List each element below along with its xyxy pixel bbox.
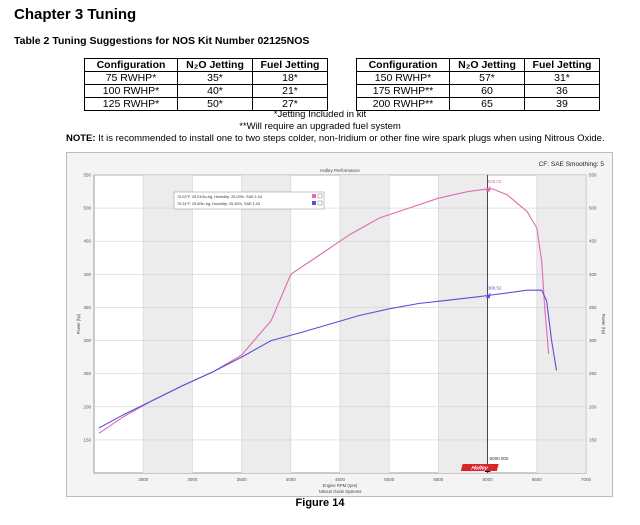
y-tick-label-right: 300: [589, 338, 597, 343]
cell-fuel-jetting: 21*: [252, 84, 328, 98]
cell-n2o-jetting: 40*: [177, 84, 253, 98]
y-tick-label-left: 250: [83, 371, 91, 376]
x-tick-label: 4000: [286, 477, 297, 482]
note-label: NOTE:: [66, 133, 96, 144]
chart-title: Holley Performance: [320, 168, 360, 173]
chapter-title: Chapter 3 Tuning: [14, 6, 137, 23]
header-configuration: Configuration: [356, 58, 450, 72]
y-tick-label-left: 350: [83, 305, 91, 310]
x-tick-label: 5000: [384, 477, 395, 482]
cf-smoothing-label: CF: SAE Smoothing: 5: [539, 161, 605, 168]
y-tick-label-right: 400: [589, 272, 597, 277]
cell-configuration: 125 RWHP*: [84, 97, 178, 111]
x-tick-label: 3000: [187, 477, 198, 482]
y-tick-label-right: 550: [589, 173, 597, 178]
cell-configuration: 75 RWHP*: [84, 71, 178, 85]
dyno-chart-panel: 2500 3000 3500 4000 4500 5000 5500 6000 6500 7000…: [66, 152, 613, 497]
x-tick-label: 3500: [237, 477, 248, 482]
legend-swatch: [312, 194, 316, 198]
table-row: 200 RWHP** 65 39: [356, 97, 600, 111]
y-tick-label-left: 450: [83, 239, 91, 244]
cell-fuel-jetting: 39: [524, 97, 600, 111]
header-n2o-jetting: N₂O Jetting: [449, 58, 525, 72]
x-tick-label: 7000: [581, 477, 592, 482]
series-peak-marker: [485, 185, 491, 192]
y-tick-label-left: 300: [83, 338, 91, 343]
header-n2o-jetting: N₂O Jetting: [177, 58, 253, 72]
legend-swatch: [312, 201, 316, 205]
cell-n2o-jetting: 57*: [449, 71, 525, 85]
y-tick-label-left: 150: [83, 437, 91, 442]
grid-band: [536, 175, 586, 473]
grid-band: [241, 175, 291, 473]
series-peak-label: 529.02: [488, 179, 502, 184]
note-text: It is recommended to install one to two …: [98, 133, 605, 144]
x-tick-label: 2500: [138, 477, 149, 482]
y-axis-label-left: Power (hp): [76, 313, 81, 334]
rpm-cursor-label: 6000.000: [490, 456, 509, 461]
table-row: 150 RWHP* 57* 31*: [356, 71, 600, 85]
y-tick-label-right: 450: [589, 239, 597, 244]
header-fuel-jetting: Fuel Jetting: [252, 58, 328, 72]
cell-n2o-jetting: 35*: [177, 71, 253, 85]
cell-fuel-jetting: 27*: [252, 97, 328, 111]
dyno-chart: 2500 3000 3500 4000 4500 5000 5500 6000 6500 7000…: [76, 161, 606, 494]
header-fuel-jetting: Fuel Jetting: [524, 58, 600, 72]
footnote-jetting-included: *Jetting Included in kit: [273, 109, 367, 120]
x-tick-label: 5500: [433, 477, 444, 482]
legend-entry-text: 75.03°F, 29.010in-hg, Humidity: 25.03%, …: [177, 195, 262, 199]
y-tick-label-right: 150: [589, 437, 597, 442]
table-row: 75 RWHP* 35* 18*: [84, 71, 328, 85]
cell-n2o-jetting: 60: [449, 84, 525, 98]
table-title: Table 2 Tuning Suggestions for NOS Kit N…: [14, 35, 310, 47]
y-axis-label-right: Power (hp): [601, 314, 606, 335]
grid-band: [438, 175, 488, 473]
legend-checkbox: [317, 193, 323, 199]
y-tick-label-right: 250: [589, 371, 597, 376]
y-tick-label-left: 400: [83, 272, 91, 277]
x-tick-label: 6500: [532, 477, 543, 482]
holley-logo: [460, 464, 499, 471]
y-tick-label-right: 200: [589, 404, 597, 409]
header-configuration: Configuration: [84, 58, 178, 72]
cell-fuel-jetting: 31*: [524, 71, 600, 85]
series-peak-marker: [485, 292, 491, 299]
cell-configuration: 150 RWHP*: [356, 71, 450, 85]
table-row: 100 RWHP* 40* 21*: [84, 84, 328, 98]
series-line-2: [98, 289, 558, 429]
grid-band: [340, 175, 390, 473]
cell-configuration: 100 RWHP*: [84, 84, 178, 98]
table-row: 175 RWHP** 60 36: [356, 84, 600, 98]
cell-fuel-jetting: 36: [524, 84, 600, 98]
legend-checkbox: [317, 200, 323, 206]
series-peak-label: 368.52: [488, 286, 502, 291]
note-paragraph: NOTE: It is recommended to install one t…: [66, 133, 605, 144]
chart-footer-label: Nitrous Oxide Systems: [319, 489, 362, 494]
cell-configuration: 175 RWHP**: [356, 84, 450, 98]
x-axis-label: Engine RPM (rpm): [323, 483, 358, 488]
x-tick-label: 6000: [483, 477, 494, 482]
y-tick-label-left: 550: [83, 173, 91, 178]
y-tick-label-left: 200: [83, 404, 91, 409]
figure-caption: Figure 14: [295, 497, 345, 509]
y-tick-label-right: 350: [589, 305, 597, 310]
jetting-table-right: Configuration N₂O Jetting Fuel Jetting 1…: [356, 58, 600, 111]
cell-fuel-jetting: 18*: [252, 71, 328, 85]
jetting-table-left: Configuration N₂O Jetting Fuel Jetting 7…: [84, 58, 328, 111]
cell-n2o-jetting: 65: [449, 97, 525, 111]
legend-box: [173, 191, 325, 210]
footnote-fuel-system: **Will require an upgraded fuel system: [239, 121, 401, 132]
cell-configuration: 200 RWHP**: [356, 97, 450, 111]
grid-band: [143, 175, 193, 473]
table-row: 125 RWHP* 50* 27*: [84, 97, 328, 111]
holley-logo-text: Holley: [470, 466, 489, 472]
x-tick-label: 4500: [335, 477, 346, 482]
legend-entry-text: 75.24°F, 29.50in-hg, Humidity: 25.45%, S…: [177, 202, 260, 206]
y-tick-label-right: 500: [589, 206, 597, 211]
y-tick-label-left: 500: [83, 206, 91, 211]
